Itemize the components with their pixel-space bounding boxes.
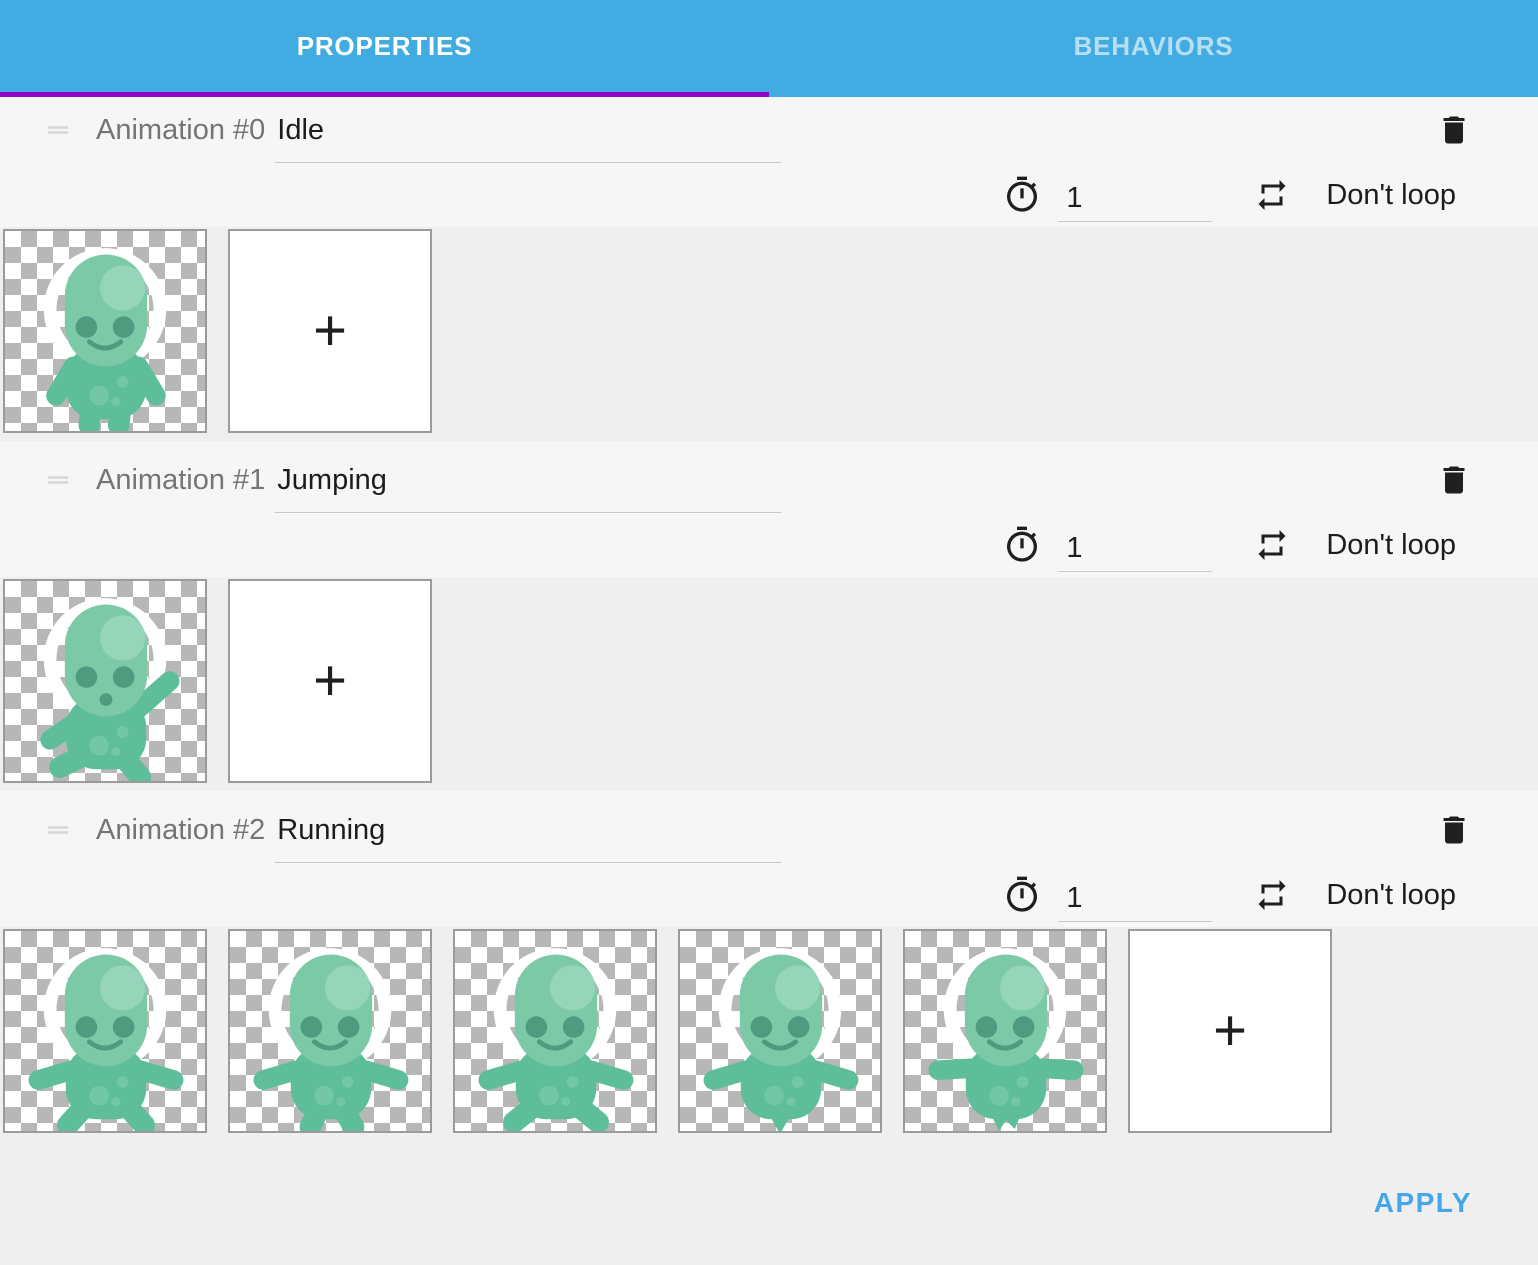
animation-header: Animation #2 Don't loop bbox=[0, 791, 1538, 927]
sprite-frame[interactable] bbox=[3, 929, 207, 1133]
animation-name-row: Animation #0 bbox=[0, 97, 1538, 163]
loop-toggle[interactable]: Don't loop bbox=[1326, 178, 1456, 211]
active-tab-indicator bbox=[0, 92, 769, 97]
add-frame-button[interactable]: + bbox=[228, 229, 432, 433]
frames-row: + bbox=[0, 927, 1538, 1141]
sprite-frame[interactable] bbox=[678, 929, 882, 1133]
drag-handle-icon[interactable] bbox=[40, 465, 76, 495]
plus-icon: + bbox=[313, 648, 347, 713]
timer-icon bbox=[1002, 875, 1042, 915]
sprite-frame[interactable] bbox=[453, 929, 657, 1133]
drag-handle-icon[interactable] bbox=[40, 115, 76, 145]
animation-name-input[interactable] bbox=[275, 456, 782, 513]
animation-timing-row: Don't loop bbox=[0, 513, 1538, 577]
animation-name-input[interactable] bbox=[275, 806, 782, 863]
animation-header: Animation #1 Don't loop bbox=[0, 441, 1538, 577]
add-frame-button[interactable]: + bbox=[228, 579, 432, 783]
frames-row: + bbox=[0, 577, 1538, 791]
plus-icon: + bbox=[313, 298, 347, 363]
plus-icon: + bbox=[1213, 998, 1247, 1063]
add-frame-button[interactable]: + bbox=[1128, 929, 1332, 1133]
tab-properties[interactable]: PROPERTIES bbox=[296, 30, 473, 61]
trash-icon bbox=[1434, 112, 1474, 148]
animation-timing-row: Don't loop bbox=[0, 863, 1538, 927]
delete-animation-button[interactable] bbox=[1434, 110, 1474, 150]
apply-button[interactable]: APPLY bbox=[1370, 1177, 1476, 1229]
animation-section: Animation #1 Don't loop bbox=[0, 441, 1538, 791]
trash-icon bbox=[1434, 812, 1474, 848]
animation-name-row: Animation #2 bbox=[0, 797, 1538, 863]
drag-handle-icon[interactable] bbox=[40, 815, 76, 845]
animation-label: Animation #1 bbox=[96, 463, 266, 496]
tab-bar: PROPERTIES BEHAVIORS bbox=[0, 0, 1538, 97]
duration-input[interactable] bbox=[1058, 532, 1213, 572]
sprite-frame[interactable] bbox=[903, 929, 1107, 1133]
duration-input[interactable] bbox=[1058, 882, 1213, 922]
sprite-frame[interactable] bbox=[3, 579, 207, 783]
repeat-icon[interactable] bbox=[1254, 877, 1290, 913]
animation-name-row: Animation #1 bbox=[0, 447, 1538, 513]
animation-header: Animation #0 Don't loop bbox=[0, 97, 1538, 227]
animation-timing-row: Don't loop bbox=[0, 163, 1538, 227]
sprite-frame[interactable] bbox=[228, 929, 432, 1133]
delete-animation-button[interactable] bbox=[1434, 460, 1474, 500]
delete-animation-button[interactable] bbox=[1434, 810, 1474, 850]
repeat-icon[interactable] bbox=[1254, 527, 1290, 563]
sprite-frame[interactable] bbox=[3, 229, 207, 433]
animation-label: Animation #2 bbox=[96, 813, 266, 846]
animations-list: Animation #0 Don't loop bbox=[0, 97, 1538, 1141]
animation-label: Animation #0 bbox=[96, 113, 266, 146]
loop-toggle[interactable]: Don't loop bbox=[1326, 528, 1456, 561]
timer-icon bbox=[1002, 525, 1042, 565]
footer-bar: APPLY bbox=[0, 1141, 1538, 1265]
timer-icon bbox=[1002, 175, 1042, 215]
duration-input[interactable] bbox=[1058, 182, 1213, 222]
animation-section: Animation #2 Don't loop bbox=[0, 791, 1538, 1141]
loop-toggle[interactable]: Don't loop bbox=[1326, 878, 1456, 911]
frames-row: + bbox=[0, 227, 1538, 441]
trash-icon bbox=[1434, 462, 1474, 498]
tab-behaviors[interactable]: BEHAVIORS bbox=[1073, 30, 1234, 61]
animation-section: Animation #0 Don't loop bbox=[0, 97, 1538, 441]
animation-name-input[interactable] bbox=[275, 106, 782, 163]
repeat-icon[interactable] bbox=[1254, 177, 1290, 213]
